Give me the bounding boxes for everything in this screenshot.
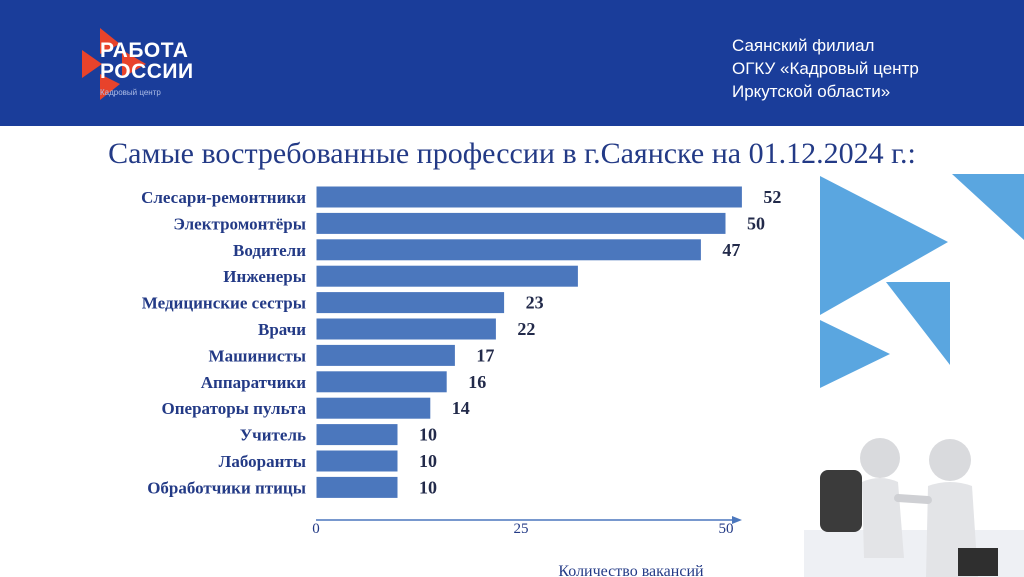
chart-bar: [315, 238, 702, 262]
org-line3: Иркутской области»: [732, 82, 891, 101]
chart-bar: [315, 264, 579, 288]
category-label: Электромонтёры: [173, 214, 306, 233]
category-label: Слесари-ремонтники: [141, 188, 306, 207]
x-tick-label: 0: [312, 521, 320, 537]
bar-chart: Слесари-ремонтники 52 Электромонтёры 50 Води…: [141, 185, 781, 577]
chart-bar: [315, 343, 456, 367]
logo-line2: РОССИИ: [100, 60, 194, 83]
category-label: Аппаратчики: [201, 373, 306, 392]
data-label: 14: [452, 398, 470, 418]
organization-name: Саянский филиал ОГКУ «Кадровый центр Ирк…: [732, 34, 919, 103]
category-label: Обработчики птицы: [147, 478, 306, 497]
chart-bar: [315, 317, 497, 341]
rabota-rossii-logo: [82, 28, 146, 100]
x-tick-label: 25: [514, 521, 529, 537]
chart-bar: [315, 370, 448, 394]
logo-text: РАБОТА РОССИИ: [100, 40, 194, 82]
category-label: Машинисты: [209, 346, 306, 365]
data-label: 52: [763, 187, 781, 207]
logo-line1: РАБОТА: [100, 39, 189, 62]
data-label: 50: [747, 213, 765, 233]
org-line1: Саянский филиал: [732, 36, 875, 55]
category-label: Медицинские сестры: [142, 294, 306, 313]
x-axis-title: Количество вакансий: [558, 563, 704, 577]
chart-title: Самые востребованные профессии в г.Саянс…: [108, 137, 916, 170]
category-label: Учитель: [240, 426, 306, 445]
chart-bar: [315, 396, 432, 420]
category-label: Врачи: [258, 320, 306, 339]
header-bar: РАБОТА РОССИИ Кадровый центр Саянский фи…: [0, 0, 1024, 126]
chart-bar: [315, 475, 399, 499]
data-label: 16: [468, 372, 486, 392]
x-axis-arrow: [732, 516, 742, 524]
data-label: 10: [419, 451, 437, 471]
data-label: 10: [419, 477, 437, 497]
data-label: 17: [476, 345, 494, 365]
triangle-decoration: [820, 174, 1024, 388]
org-line2: ОГКУ «Кадровый центр: [732, 59, 919, 78]
category-label: Операторы пульта: [162, 399, 307, 418]
handshake-illustration: [804, 438, 1024, 577]
data-label: 23: [526, 293, 544, 313]
category-label: Водители: [233, 241, 306, 260]
chart-bar: [315, 449, 399, 473]
logo-subtitle: Кадровый центр: [100, 88, 161, 97]
chart-bar: [315, 423, 399, 447]
x-tick-label: 50: [719, 521, 734, 537]
category-label: Лаборанты: [219, 452, 306, 471]
chart-bar: [315, 291, 506, 315]
data-label: 47: [722, 240, 740, 260]
category-label: Инженеры: [223, 267, 306, 286]
data-label: 22: [517, 319, 535, 339]
chart-bar: [315, 185, 743, 209]
data-label: 10: [419, 425, 437, 445]
chart-bar: [315, 211, 727, 235]
